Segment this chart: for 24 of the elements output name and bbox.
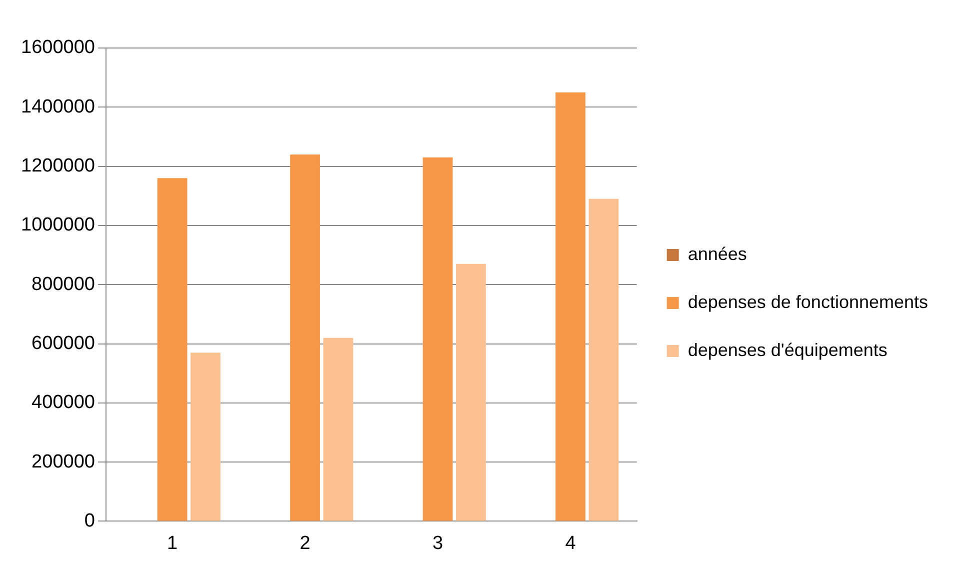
y-tick-label: 1600000 bbox=[21, 37, 95, 58]
bar bbox=[556, 92, 586, 521]
legend-label: années bbox=[688, 244, 747, 264]
legend-label: depenses d'équipements bbox=[688, 340, 888, 360]
bar bbox=[323, 338, 354, 521]
bar bbox=[588, 198, 619, 521]
y-tick-label: 400000 bbox=[32, 392, 95, 414]
y-tick-label: 0 bbox=[84, 510, 95, 532]
y-tick-label: 1200000 bbox=[21, 156, 95, 177]
bar bbox=[422, 157, 453, 521]
bar bbox=[456, 264, 486, 521]
x-tick-label: 3 bbox=[432, 532, 444, 554]
bar bbox=[157, 178, 188, 521]
x-tick-label: 2 bbox=[300, 532, 310, 554]
y-tick-label: 800000 bbox=[32, 274, 95, 295]
x-tick-label: 1 bbox=[167, 532, 178, 554]
x-tick-label: 4 bbox=[565, 532, 576, 554]
legend-label: depenses de fonctionnements bbox=[688, 292, 928, 312]
y-tick-label: 600000 bbox=[32, 332, 95, 354]
y-tick-label: 1000000 bbox=[21, 214, 95, 236]
y-tick-label: 200000 bbox=[32, 451, 95, 472]
y-tick-label: 1400000 bbox=[21, 96, 95, 118]
bar bbox=[290, 154, 320, 521]
bar bbox=[190, 352, 220, 521]
